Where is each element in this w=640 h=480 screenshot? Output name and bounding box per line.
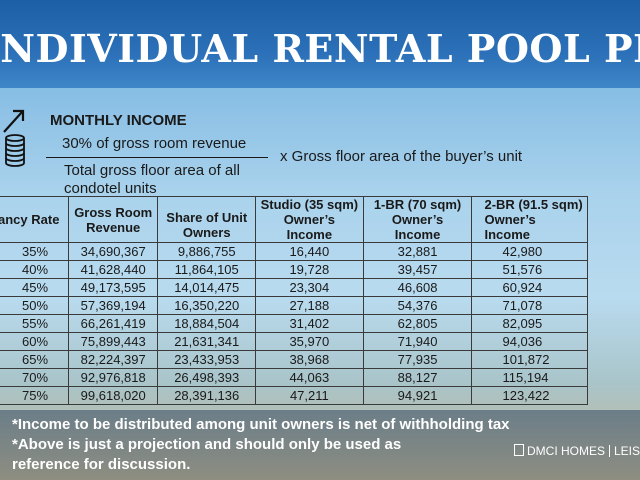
cell-share: 21,631,341	[157, 332, 257, 351]
cell-occupancy: 35%	[0, 242, 70, 261]
cell-2br: 82,095	[471, 314, 588, 333]
note-withholding-tax: *Income to be distributed among unit own…	[12, 416, 510, 433]
cell-occupancy: 40%	[0, 260, 70, 279]
table-row: 65% 82,224,397 23,433,953 38,968 77,935 …	[0, 350, 588, 369]
note-projection-cont: reference for discussion.	[12, 456, 191, 473]
cell-occupancy: 55%	[0, 314, 70, 333]
cell-1br: 46,608	[362, 278, 473, 297]
formula-multiplier: x Gross floor area of the buyer’s unit	[280, 148, 523, 165]
cell-2br: 42,980	[471, 242, 588, 261]
cell-studio: 44,063	[255, 368, 364, 387]
brand-name: DMCI HOMES	[527, 444, 605, 458]
cell-gross-revenue: 34,690,367	[68, 242, 159, 261]
income-table: Occupancy Rate Gross Room Revenue Share …	[0, 196, 588, 405]
income-table-container: Occupancy Rate Gross Room Revenue Share …	[0, 196, 640, 408]
cell-studio: 23,304	[255, 278, 364, 297]
cell-share: 26,498,393	[157, 368, 257, 387]
table-row: 60% 75,899,443 21,631,341 35,970 71,940 …	[0, 332, 588, 351]
cell-studio: 38,968	[255, 350, 364, 369]
table-row: 40% 41,628,440 11,864,105 19,728 39,457 …	[0, 260, 588, 279]
building-icon	[514, 444, 524, 456]
table-row: 75% 99,618,020 28,391,136 47,211 94,921 …	[0, 386, 588, 405]
cell-share: 9,886,755	[157, 242, 257, 261]
cell-1br: 88,127	[362, 368, 473, 387]
table-row: 70% 92,976,818 26,498,393 44,063 88,127 …	[0, 368, 588, 387]
table-row: 45% 49,173,595 14,014,475 23,304 46,608 …	[0, 278, 588, 297]
cell-studio: 19,728	[255, 260, 364, 279]
col-studio-income: Studio (35 sqm) Owner’s Income	[255, 196, 364, 243]
cell-1br: 94,921	[362, 386, 473, 405]
cell-studio: 27,188	[255, 296, 364, 315]
note-projection: *Above is just a projection and should o…	[12, 436, 402, 453]
cell-studio: 31,402	[255, 314, 364, 333]
cell-1br: 39,457	[362, 260, 473, 279]
cell-gross-revenue: 41,628,440	[68, 260, 159, 279]
cell-share: 18,884,504	[157, 314, 257, 333]
table-row: 35% 34,690,367 9,886,755 16,440 32,881 4…	[0, 242, 588, 261]
cell-occupancy: 75%	[0, 386, 70, 405]
page-title: INDIVIDUAL RENTAL POOL PROGRAM	[0, 26, 640, 71]
cell-2br: 115,194	[471, 368, 588, 387]
cell-2br: 101,872	[471, 350, 588, 369]
cell-1br: 62,805	[362, 314, 473, 333]
formula-title: MONTHLY INCOME	[50, 112, 187, 129]
cell-1br: 54,376	[362, 296, 473, 315]
cell-1br: 71,940	[362, 332, 473, 351]
cell-occupancy: 50%	[0, 296, 70, 315]
col-1br-income: 1-BR (70 sqm) Owner’s Income	[362, 196, 473, 243]
table-row: 55% 66,261,419 18,884,504 31,402 62,805 …	[0, 314, 588, 333]
cell-share: 11,864,105	[157, 260, 257, 279]
table-header-row: Occupancy Rate Gross Room Revenue Share …	[0, 196, 588, 243]
col-gross-room-revenue: Gross Room Revenue	[68, 196, 159, 243]
cell-2br: 60,924	[471, 278, 588, 297]
fraction-bar	[46, 157, 268, 158]
cell-gross-revenue: 75,899,443	[68, 332, 159, 351]
formula-numerator: 30% of gross room revenue	[62, 135, 247, 152]
formula-denominator: Total gross floor area of all condotel u…	[64, 162, 240, 197]
cell-occupancy: 45%	[0, 278, 70, 297]
cell-studio: 47,211	[255, 386, 364, 405]
cell-gross-revenue: 82,224,397	[68, 350, 159, 369]
cell-share: 16,350,220	[157, 296, 257, 315]
cell-occupancy: 60%	[0, 332, 70, 351]
cell-occupancy: 65%	[0, 350, 70, 369]
cell-1br: 77,935	[362, 350, 473, 369]
col-occupancy-rate: Occupancy Rate	[0, 196, 70, 243]
coins-growth-icon	[0, 108, 30, 178]
title-banner: INDIVIDUAL RENTAL POOL PROGRAM	[0, 0, 640, 88]
cell-2br: 51,576	[471, 260, 588, 279]
cell-share: 23,433,953	[157, 350, 257, 369]
cell-2br: 123,422	[471, 386, 588, 405]
cell-2br: 94,036	[471, 332, 588, 351]
cell-gross-revenue: 49,173,595	[68, 278, 159, 297]
cell-occupancy: 70%	[0, 368, 70, 387]
cell-studio: 35,970	[255, 332, 364, 351]
cell-share: 14,014,475	[157, 278, 257, 297]
cell-gross-revenue: 66,261,419	[68, 314, 159, 333]
cell-gross-revenue: 57,369,194	[68, 296, 159, 315]
table-row: 50% 57,369,194 16,350,220 27,188 54,376 …	[0, 296, 588, 315]
cell-1br: 32,881	[362, 242, 473, 261]
brand-division: LEISURE	[614, 444, 640, 458]
cell-studio: 16,440	[255, 242, 364, 261]
cell-gross-revenue: 92,976,818	[68, 368, 159, 387]
col-2br-income: 2-BR (91.5 sqm) Owner’s Income	[471, 196, 588, 243]
cell-share: 28,391,136	[157, 386, 257, 405]
brand-logo: DMCI HOMES LEISURE	[514, 444, 640, 458]
footer-notes-band	[0, 410, 640, 480]
brand-divider	[609, 445, 610, 457]
cell-2br: 71,078	[471, 296, 588, 315]
col-share-unit-owners: Share of Unit Owners	[157, 196, 257, 243]
cell-gross-revenue: 99,618,020	[68, 386, 159, 405]
